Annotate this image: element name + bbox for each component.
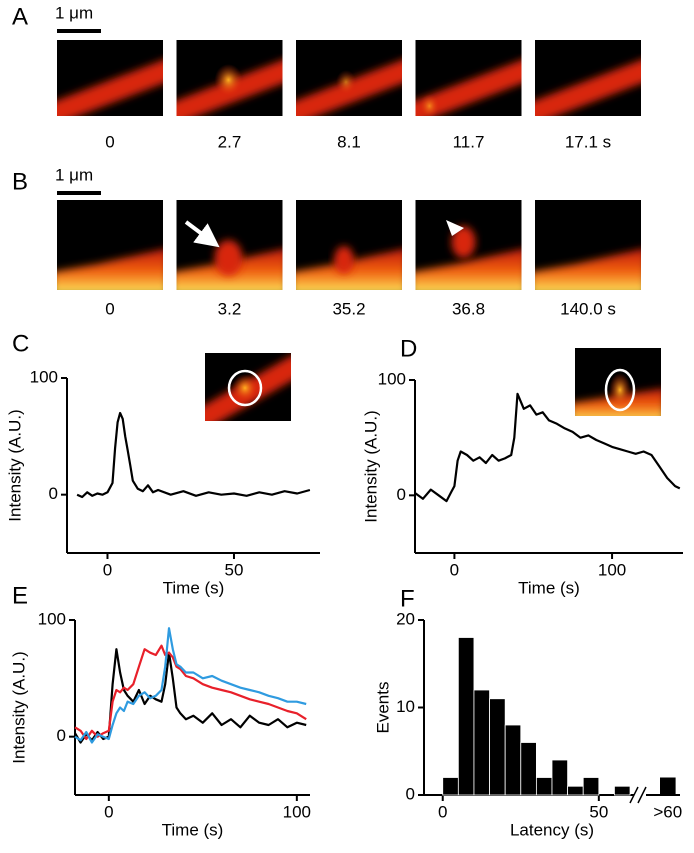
panel-label: F bbox=[400, 585, 415, 612]
image-rows: A 1 μm 0 2.7 8.1 11.7 17.1 s B 1 μm 0 3.2 35.2 36.8 1… bbox=[12, 3, 641, 318]
panel-label: D bbox=[400, 335, 417, 362]
spine bbox=[609, 373, 631, 407]
bar bbox=[473, 689, 490, 796]
spine bbox=[334, 246, 354, 274]
time-label: 2.7 bbox=[218, 132, 242, 151]
bar bbox=[504, 724, 522, 796]
micrograph bbox=[176, 40, 283, 116]
time-label: 35.2 bbox=[332, 299, 365, 318]
data-line bbox=[414, 392, 681, 503]
y-tick-label: 0 bbox=[397, 485, 406, 504]
x-tick-label: 100 bbox=[598, 560, 626, 579]
x-axis-title: Time (s) bbox=[162, 820, 224, 839]
bar bbox=[551, 759, 569, 796]
panel-label: A bbox=[12, 3, 28, 30]
time-label: 3.2 bbox=[218, 299, 242, 318]
micrograph bbox=[415, 40, 522, 116]
time-label: 8.1 bbox=[337, 132, 361, 151]
x-tick-label: 50 bbox=[225, 560, 244, 579]
micrograph bbox=[415, 200, 522, 290]
arrowhead bbox=[446, 220, 464, 236]
x-tick-label: 50 bbox=[589, 802, 608, 821]
spine bbox=[214, 64, 243, 96]
data-line bbox=[74, 644, 307, 741]
micrograph bbox=[535, 200, 641, 290]
x-tick-label: 100 bbox=[283, 802, 311, 821]
x-tick-label: 0 bbox=[104, 802, 113, 821]
bar bbox=[520, 742, 537, 796]
y-tick-label: 0 bbox=[57, 726, 66, 745]
bar bbox=[614, 785, 631, 796]
dendrite bbox=[57, 60, 163, 116]
inset-image bbox=[575, 348, 661, 416]
y-tick-label: 20 bbox=[396, 609, 415, 628]
y-tick-label: 0 bbox=[406, 784, 415, 803]
x-axis-title: Latency (s) bbox=[510, 820, 594, 839]
micrograph bbox=[535, 40, 641, 116]
panel-label: C bbox=[12, 330, 29, 357]
bar bbox=[442, 777, 459, 796]
spine bbox=[232, 374, 258, 402]
time-label: 11.7 bbox=[453, 132, 485, 151]
y-axis-title: Events bbox=[373, 682, 392, 734]
scale-bar-label: 1 μm bbox=[55, 3, 93, 22]
time-label: 0 bbox=[105, 132, 114, 151]
bar bbox=[582, 777, 600, 796]
y-tick-label: 100 bbox=[38, 609, 66, 628]
x-tick-label: 0 bbox=[103, 560, 112, 579]
overflow-bar bbox=[660, 777, 676, 795]
dendrite bbox=[535, 249, 641, 290]
bar bbox=[489, 698, 506, 796]
micrograph bbox=[176, 200, 283, 290]
micrograph bbox=[57, 200, 163, 290]
panel-label: E bbox=[12, 582, 28, 609]
data-line bbox=[74, 627, 307, 744]
bar bbox=[567, 785, 584, 796]
micrograph bbox=[296, 40, 402, 116]
axis-break bbox=[629, 786, 647, 804]
x-tick-label: 0 bbox=[450, 560, 459, 579]
spine bbox=[419, 94, 440, 116]
dendrite bbox=[415, 249, 522, 290]
x-axis-title: Time (s) bbox=[163, 578, 225, 597]
x-axis-title: Time (s) bbox=[518, 578, 580, 597]
bar bbox=[457, 637, 475, 796]
time-label: 140.0 s bbox=[560, 299, 616, 318]
arrow bbox=[184, 220, 220, 248]
panel-label: B bbox=[12, 168, 28, 195]
y-tick-label: 100 bbox=[30, 367, 58, 386]
x-tick-label: 0 bbox=[438, 802, 447, 821]
x-tick-label: >60 bbox=[653, 802, 682, 821]
y-axis-title: Intensity (A.U.) bbox=[9, 651, 28, 763]
y-tick-label: 10 bbox=[396, 697, 415, 716]
data-line bbox=[76, 411, 311, 499]
micrograph bbox=[57, 40, 163, 116]
time-label: 17.1 s bbox=[565, 132, 611, 151]
y-tick-label: 0 bbox=[49, 484, 58, 503]
time-label: 0 bbox=[105, 299, 114, 318]
y-axis-title: Intensity (A.U.) bbox=[5, 409, 24, 521]
y-tick-label: 100 bbox=[378, 369, 406, 388]
spine bbox=[336, 70, 356, 94]
scale-bar-label: 1 μm bbox=[55, 165, 93, 184]
bar bbox=[535, 777, 553, 796]
roi bbox=[604, 368, 636, 412]
spine bbox=[451, 226, 476, 258]
inset-image bbox=[205, 353, 291, 421]
time-label: 36.8 bbox=[452, 299, 485, 318]
roi bbox=[227, 369, 263, 407]
spine bbox=[214, 240, 243, 276]
micrograph bbox=[296, 200, 402, 290]
dendrite bbox=[535, 60, 641, 116]
dendrite bbox=[57, 249, 163, 290]
y-axis-title: Intensity (A.U.) bbox=[361, 410, 380, 522]
